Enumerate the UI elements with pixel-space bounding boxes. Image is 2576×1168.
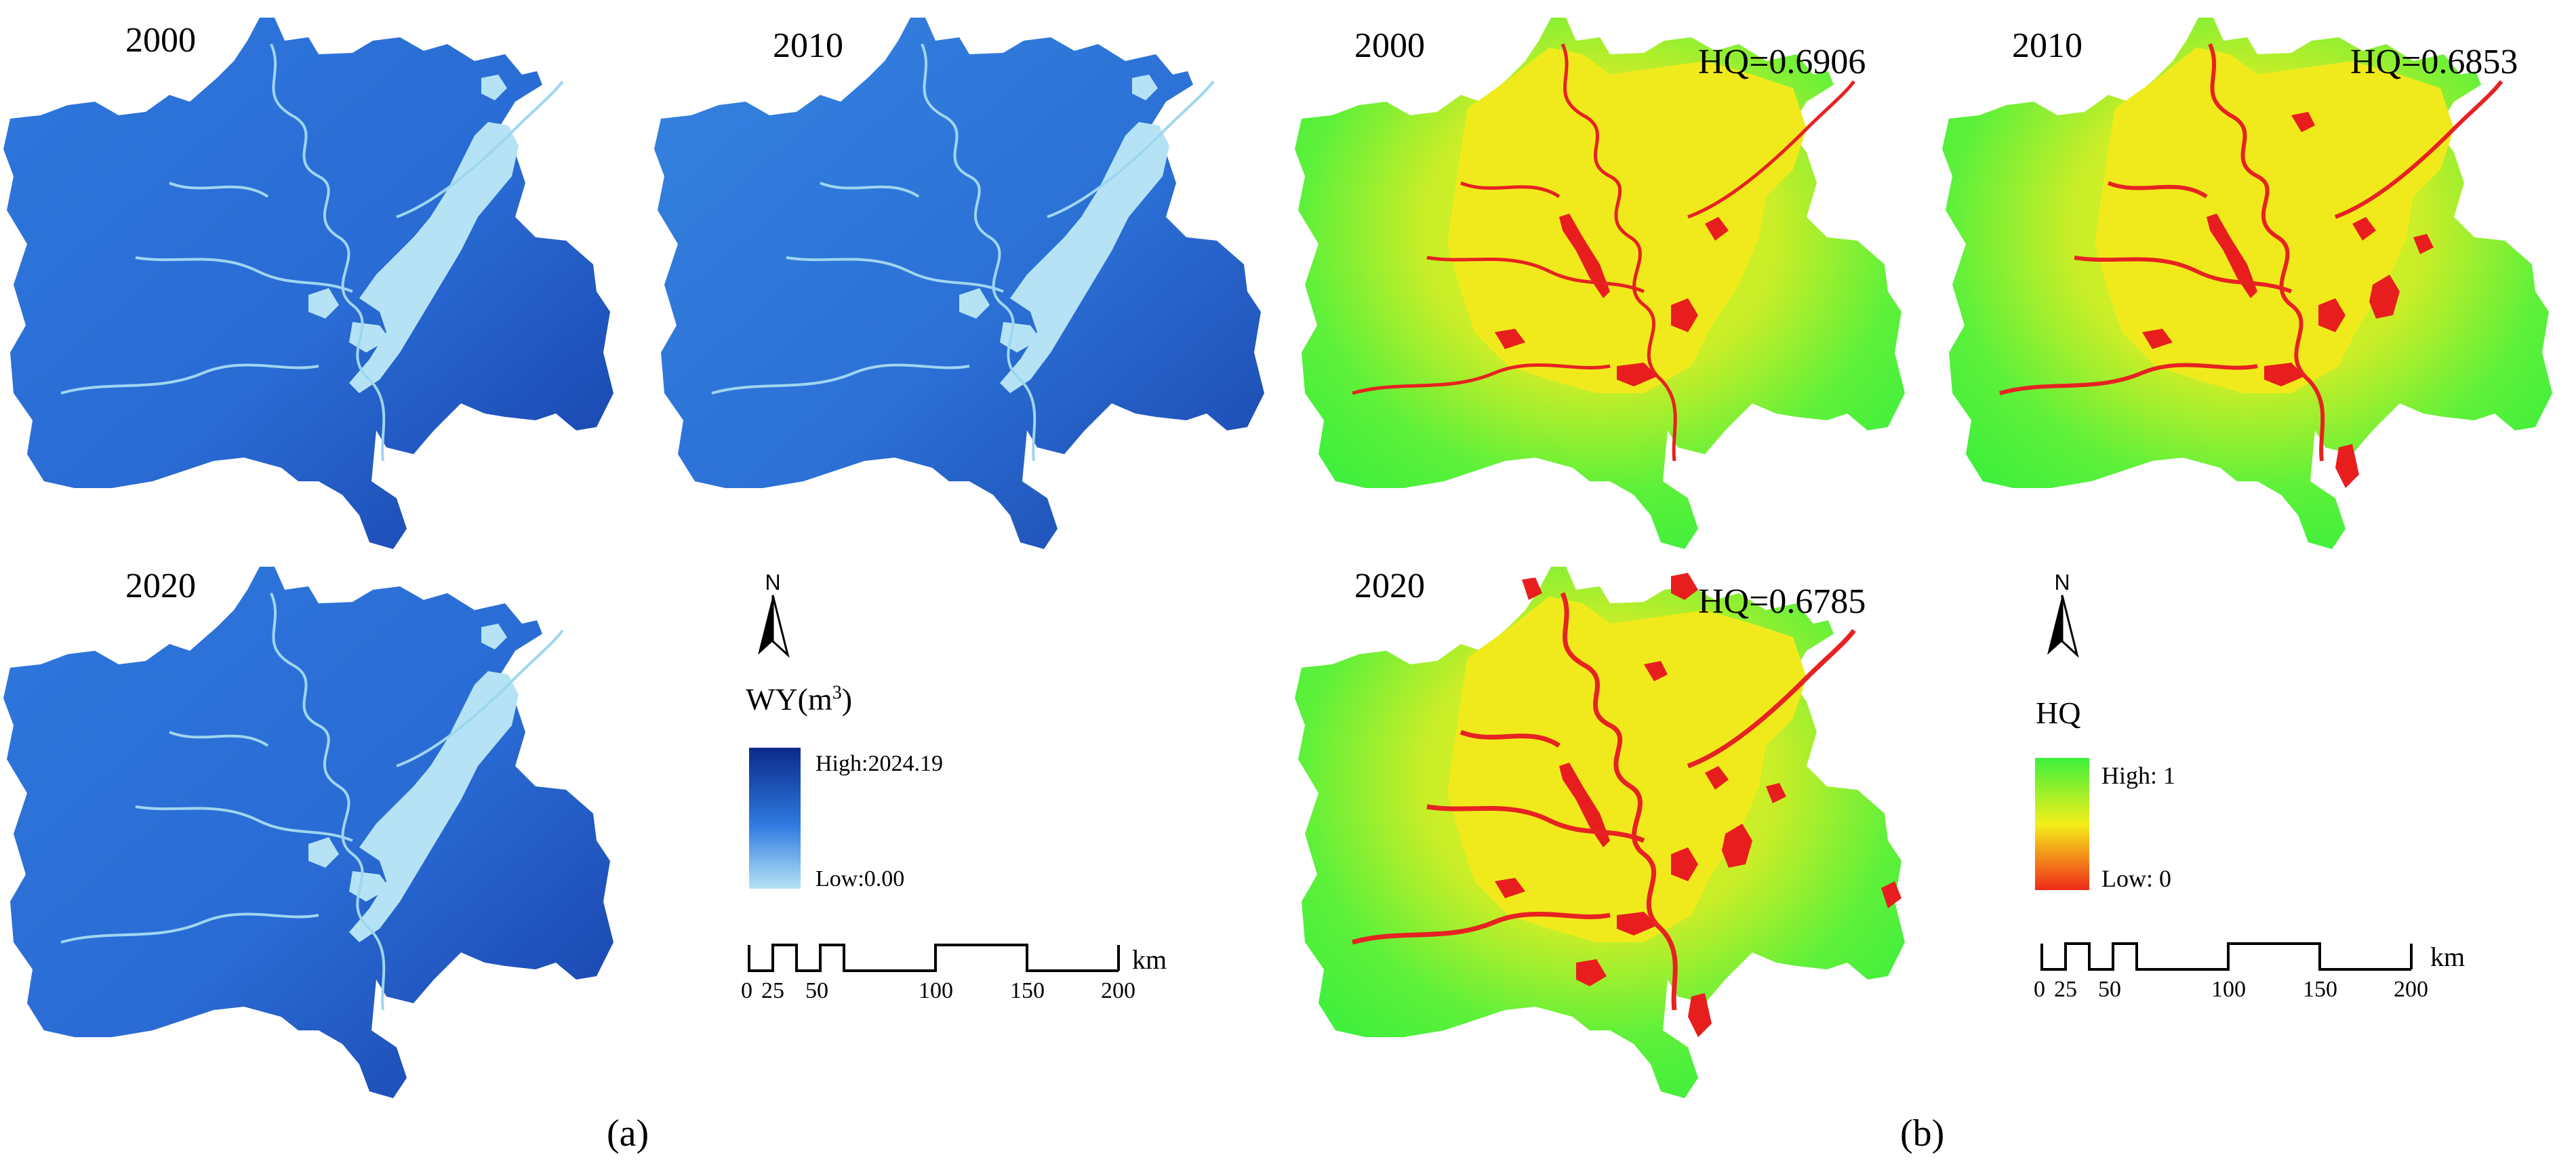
hq-legend-low: Low: 0 xyxy=(2101,865,2171,892)
scale-a-unit: km xyxy=(1132,944,1167,975)
wy-map-2010-svg xyxy=(654,18,1264,549)
hq-color-ramp xyxy=(2035,758,2089,890)
scale-b-tick-50: 50 xyxy=(2098,977,2121,1002)
scale-b-tick-25: 25 xyxy=(2054,977,2077,1002)
panel-b-label: (b) xyxy=(1900,1112,1945,1154)
wy-map-2000-svg xyxy=(3,18,613,549)
hq-map-2020-svg xyxy=(1295,567,1905,1098)
scale-b-tick-0: 0 xyxy=(2034,977,2045,1002)
hq-value-2010: HQ=0.6853 xyxy=(2350,43,2518,81)
scale-bar-b xyxy=(2040,942,2420,978)
panel-a-label: (a) xyxy=(607,1112,649,1154)
hq-map-2010 xyxy=(1939,14,2576,549)
hq-map-2020 xyxy=(1291,563,1929,1098)
wy-year-2020: 2020 xyxy=(125,567,196,605)
hq-map-2000 xyxy=(1291,14,1929,549)
wy-color-ramp xyxy=(749,748,801,889)
hq-year-2020: 2020 xyxy=(1354,567,1425,605)
north-letter-a: N xyxy=(765,570,780,595)
scale-a-tick-150: 150 xyxy=(1010,978,1045,1003)
scale-b-tick-100: 100 xyxy=(2211,977,2246,1002)
scale-b-unit: km xyxy=(2430,942,2466,972)
scale-bar-a xyxy=(748,944,1127,979)
wy-map-2020-svg xyxy=(3,567,613,1098)
wy-map-2000 xyxy=(0,14,637,549)
north-arrow-a: N xyxy=(752,568,793,663)
hq-legend-title: HQ xyxy=(2036,696,2081,730)
hq-year-2000: 2000 xyxy=(1354,26,1425,65)
scale-a-tick-50: 50 xyxy=(805,978,828,1003)
wy-year-2010: 2010 xyxy=(773,26,843,65)
hq-map-2010-svg xyxy=(1942,18,2552,549)
hq-year-2010: 2010 xyxy=(2012,26,2082,65)
wy-year-2000: 2000 xyxy=(125,21,196,60)
hq-value-2020: HQ=0.6785 xyxy=(1698,582,1866,621)
scale-a-tick-0: 0 xyxy=(741,978,752,1003)
scale-b-tick-200: 200 xyxy=(2394,977,2428,1002)
scale-b-tick-150: 150 xyxy=(2303,977,2337,1002)
scale-a-tick-200: 200 xyxy=(1101,978,1135,1003)
wy-legend-low: Low:0.00 xyxy=(816,866,905,891)
scale-a-tick-25: 25 xyxy=(761,978,784,1003)
hq-legend-high: High: 1 xyxy=(2101,762,2176,789)
scale-a-tick-100: 100 xyxy=(919,978,953,1003)
north-arrow-b: N xyxy=(2042,568,2082,663)
hq-value-2000: HQ=0.6906 xyxy=(1698,43,1866,81)
hq-map-2000-svg xyxy=(1295,18,1905,549)
wy-map-2010 xyxy=(651,14,1288,549)
wy-legend-high: High:2024.19 xyxy=(816,751,943,776)
north-letter-b: N xyxy=(2054,570,2070,595)
wy-legend-title: WY(m3) xyxy=(746,682,853,717)
wy-map-2020 xyxy=(0,563,637,1098)
